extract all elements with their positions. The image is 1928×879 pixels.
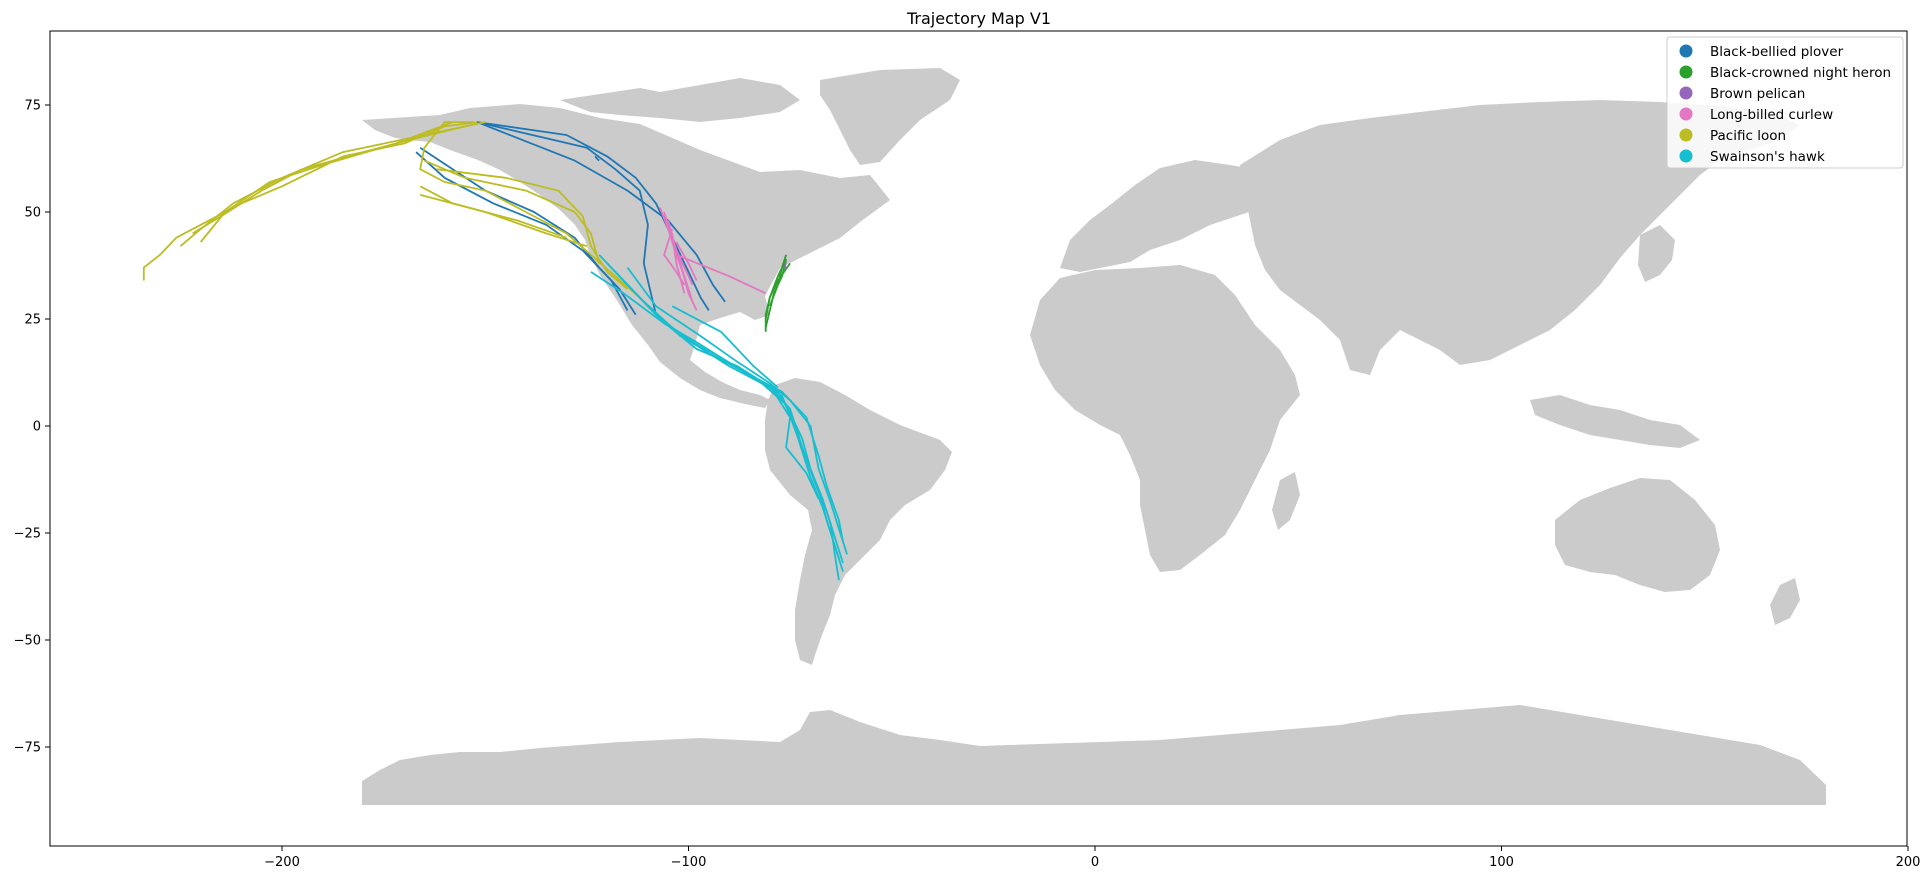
x-axis-ticks: −200 −100 0 100 200: [264, 846, 1920, 870]
japan: [1638, 225, 1675, 282]
europe-landmass: [1060, 160, 1275, 272]
x-tick-label: 100: [1489, 855, 1514, 870]
legend-marker: [1679, 107, 1693, 121]
greenland: [820, 68, 960, 165]
trajectory-line: [626, 267, 848, 555]
trajectory-line: [768, 254, 787, 307]
trajectory-line: [423, 159, 600, 264]
y-tick-label: −75: [14, 741, 41, 756]
trajectory-line: [784, 261, 787, 270]
trajectory-line: [671, 305, 779, 389]
trajectory-line: [764, 262, 791, 320]
x-tick-label: −100: [671, 855, 707, 870]
x-tick-label: 0: [1091, 855, 1099, 870]
legend-label: Pacific loon: [1710, 128, 1786, 144]
trajectory-line: [773, 391, 820, 500]
series-long-billed-curlew: [659, 207, 767, 311]
legend-marker: [1679, 128, 1693, 142]
y-tick-label: −25: [14, 527, 41, 542]
antarctica-landmass: [362, 705, 1826, 805]
trajectory-line: [200, 121, 454, 243]
trajectory-line: [675, 241, 698, 281]
trajectory-line: [142, 121, 478, 281]
legend-marker: [1679, 149, 1693, 163]
legend-marker: [1679, 44, 1693, 58]
africa-landmass: [1030, 265, 1300, 572]
australia-landmass: [1555, 478, 1720, 592]
trajectory-line: [594, 155, 600, 162]
legend-label: Swainson's hawk: [1710, 149, 1825, 165]
y-tick-label: 75: [24, 99, 41, 114]
y-tick-label: 0: [33, 420, 41, 435]
new-zealand: [1770, 578, 1800, 625]
y-tick-label: 50: [24, 206, 41, 221]
legend-label: Long-billed curlew: [1710, 107, 1833, 123]
south-america-landmass: [765, 378, 952, 665]
trajectory-line: [476, 121, 657, 315]
y-axis-ticks: 75 50 25 0 −25 −50 −75: [14, 99, 50, 756]
trajectory-line: [476, 121, 710, 311]
trajectory-line: [675, 253, 767, 295]
legend-label: Black-crowned night heron: [1710, 65, 1891, 81]
y-tick-label: −50: [14, 634, 41, 649]
north-america-landmass: [362, 104, 890, 408]
southeast-asia-islands: [1530, 395, 1700, 448]
madagascar: [1272, 472, 1300, 530]
series-pacific-loon: [142, 121, 641, 299]
trajectory-series-layer: [142, 121, 848, 581]
legend-marker: [1679, 86, 1693, 100]
trajectory-line: [663, 211, 698, 311]
legend-entries: Black-bellied plover Black-crowned night …: [1679, 44, 1891, 165]
x-tick-label: −200: [264, 855, 300, 870]
trajectory-line: [192, 125, 466, 235]
y-tick-label: 25: [24, 313, 41, 328]
series-swainson-s-hawk: [590, 254, 848, 581]
legend-label: Brown pelican: [1710, 86, 1805, 102]
series-brown-pelican: [784, 261, 787, 270]
legend: Black-bellied plover Black-crowned night …: [1666, 36, 1904, 169]
trajectory-line: [419, 185, 567, 239]
legend-marker: [1679, 65, 1693, 79]
asia-landmass: [1240, 100, 1800, 375]
chart-title: Trajectory Map V1: [906, 9, 1051, 28]
legend-box: [1666, 36, 1904, 169]
arctic-islands: [560, 78, 800, 122]
series-black-crowned-night-heron: [764, 254, 791, 332]
land-layer: [362, 68, 1826, 805]
trajectory-line: [415, 151, 629, 311]
trajectory-line: [671, 233, 686, 294]
trajectory-line: [436, 168, 629, 290]
legend-label: Black-bellied plover: [1710, 44, 1844, 60]
axes-frame: [49, 30, 1908, 847]
trajectory-line: [590, 271, 844, 542]
x-tick-label: 200: [1896, 855, 1921, 870]
